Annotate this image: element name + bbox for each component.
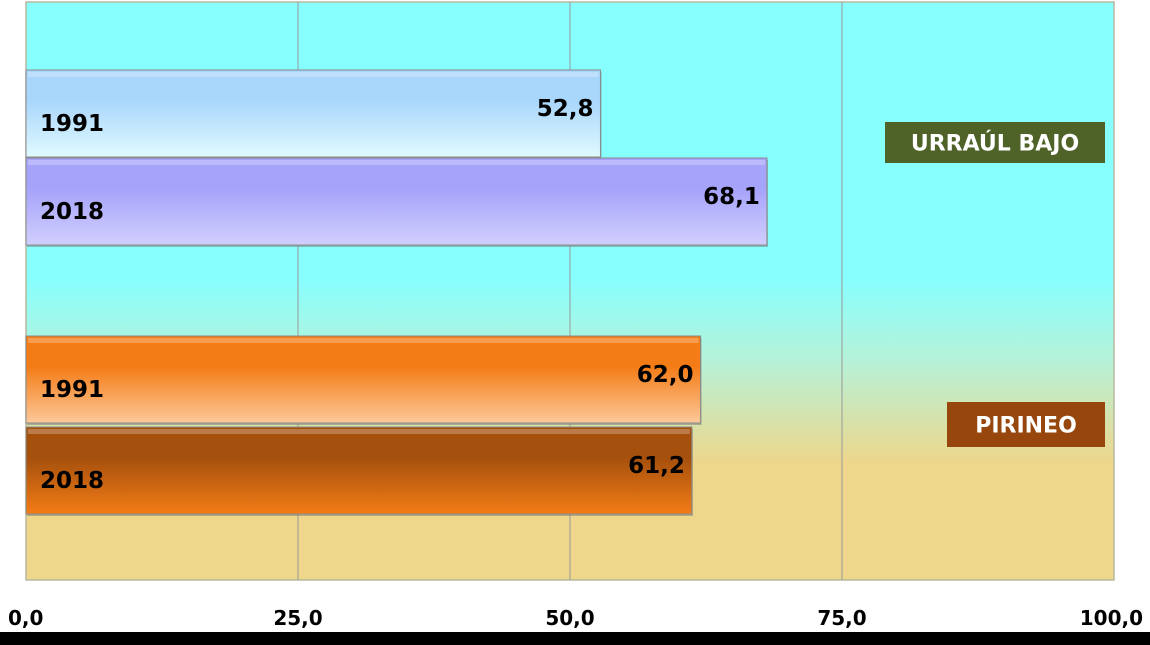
bar-category-label: 2018 bbox=[40, 468, 104, 494]
bar-value-label: 52,8 bbox=[537, 96, 594, 122]
bar-value-label: 61,2 bbox=[628, 453, 685, 479]
bar-category-label: 1991 bbox=[40, 111, 104, 137]
bar-category-label: 1991 bbox=[40, 377, 104, 403]
bar-category-label: 2018 bbox=[40, 199, 104, 225]
bar-highlight bbox=[28, 338, 699, 343]
x-tick-label: 25,0 bbox=[273, 606, 322, 630]
bottom-border bbox=[0, 632, 1150, 645]
group-label-box bbox=[885, 122, 1105, 163]
bar-urra-l-bajo-1991 bbox=[25, 69, 601, 158]
group-label-box bbox=[947, 402, 1105, 447]
x-tick-label: 50,0 bbox=[545, 606, 594, 630]
x-tick-label: 100,0 bbox=[1080, 606, 1143, 630]
group-label: PIRINEO bbox=[975, 414, 1077, 439]
x-tick-label: 75,0 bbox=[817, 606, 866, 630]
bar-pirineo-2018 bbox=[25, 426, 693, 515]
bar-pirineo-1991 bbox=[25, 335, 702, 424]
x-tick-label: 0,0 bbox=[8, 606, 43, 630]
bar-value-label: 68,1 bbox=[703, 184, 760, 210]
group-label: URRAÚL BAJO bbox=[911, 131, 1079, 157]
bar-highlight bbox=[28, 72, 599, 77]
bar-urra-l-bajo-2018 bbox=[25, 157, 768, 246]
bar-value-label: 62,0 bbox=[637, 362, 694, 388]
bar-highlight bbox=[28, 160, 765, 165]
bar-highlight bbox=[28, 429, 690, 434]
